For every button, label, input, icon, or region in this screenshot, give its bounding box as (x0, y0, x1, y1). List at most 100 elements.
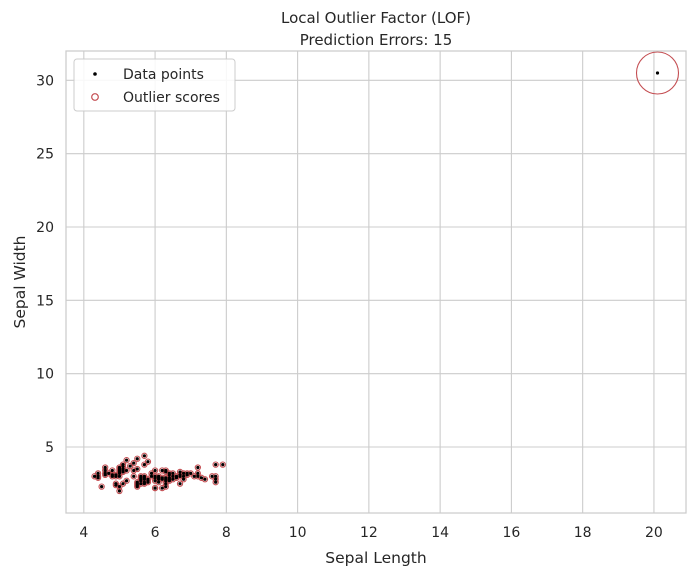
data-point (164, 468, 168, 473)
outlier-score-circle (141, 452, 148, 459)
y-tick-label: 10 (36, 367, 54, 383)
data-point (167, 473, 171, 477)
tick-labels: 4 6 8 10 12 14 16 18 20 5 10 15 20 25 30 (36, 73, 663, 541)
data-point (196, 471, 200, 475)
x-tick-label: 16 (502, 525, 520, 541)
data-point (139, 477, 143, 481)
outlier-score-circle (219, 461, 226, 468)
chart-title: Local Outlier Factor (LOF) (281, 9, 471, 27)
data-point (110, 468, 114, 473)
data-point (203, 477, 207, 481)
outlier-score-circle (130, 459, 137, 467)
legend-outlier-scores-label: Outlier scores (123, 90, 220, 106)
outlier-score-circle (176, 480, 184, 487)
data-point (157, 477, 161, 481)
data-point (153, 479, 157, 483)
data-point (100, 485, 104, 489)
data-point (146, 477, 150, 481)
data-point (160, 486, 164, 490)
data-point (192, 474, 196, 478)
data-point (117, 467, 122, 471)
data-point (103, 468, 107, 473)
outlier-score-circle (198, 474, 205, 481)
x-tick-label: 14 (431, 525, 449, 541)
data-point (149, 471, 154, 475)
data-point (124, 479, 129, 483)
data-point (181, 474, 186, 478)
data-point (655, 71, 660, 75)
outlier-score-circle (98, 483, 105, 490)
data-point (196, 465, 200, 470)
x-tick-label: 18 (574, 525, 592, 541)
y-axis-label: Sepal Width (11, 236, 29, 329)
legend: Data points Outlier scores (73, 58, 236, 112)
data-point (114, 473, 118, 477)
data-point (157, 474, 161, 478)
data-point (146, 480, 150, 484)
data-point (117, 474, 122, 478)
legend-data-points-label: Data points (123, 67, 204, 83)
y-tick-label: 30 (36, 73, 54, 89)
y-tick-label: 15 (36, 293, 54, 309)
x-tick-label: 20 (645, 525, 663, 541)
data-point (103, 471, 107, 475)
data-point (114, 482, 118, 486)
data-point (174, 474, 179, 478)
data-point (160, 477, 164, 481)
data-point (139, 482, 143, 486)
data-point (221, 463, 225, 467)
data-point (164, 482, 168, 486)
data-point (124, 458, 129, 462)
outlier-score-circle (159, 484, 166, 492)
data-point (164, 477, 168, 481)
x-tick-label: 8 (222, 525, 231, 541)
outlier-score-circle (116, 487, 123, 495)
data-point (178, 474, 182, 478)
x-tick-label: 6 (151, 525, 160, 541)
chart-subtitle: Prediction Errors: 15 (300, 31, 453, 49)
data-point (185, 471, 189, 475)
data-point (121, 463, 125, 467)
outlier-score-circle (123, 457, 130, 464)
x-axis-label: Sepal Length (325, 549, 426, 567)
legend-box (73, 58, 236, 112)
x-tick-label: 4 (79, 525, 88, 541)
legend-data-points-marker (93, 72, 97, 76)
data-point (189, 471, 193, 475)
outlier-score-circle (109, 467, 116, 474)
grid-lines (66, 51, 686, 513)
data-point (214, 480, 218, 484)
scatter-points (91, 51, 680, 495)
outlier-score-circle (123, 477, 130, 484)
data-point (181, 477, 186, 481)
outlier-score-circle (151, 484, 159, 492)
outlier-score-circle (144, 458, 152, 465)
outlier-score-circle (151, 467, 159, 474)
data-point (196, 474, 200, 478)
data-point (178, 470, 182, 474)
data-point (142, 476, 146, 480)
data-point (160, 468, 164, 473)
outlier-score-circle (134, 455, 141, 462)
data-point (121, 482, 125, 486)
data-point (128, 464, 132, 468)
data-point (153, 474, 157, 478)
data-point (171, 471, 175, 475)
outlier-score-circle (201, 476, 209, 483)
data-point (210, 474, 214, 478)
data-point (214, 474, 218, 478)
data-point (107, 471, 111, 475)
data-point (92, 474, 97, 478)
y-tick-label: 5 (45, 440, 54, 456)
data-point (132, 468, 136, 473)
plot-area (66, 51, 686, 513)
data-point (153, 468, 157, 473)
data-point (157, 480, 161, 484)
data-point (167, 477, 171, 481)
data-point (117, 471, 122, 475)
data-point (135, 482, 139, 486)
data-point (171, 477, 175, 481)
data-point (214, 463, 218, 467)
x-tick-label: 10 (289, 525, 307, 541)
